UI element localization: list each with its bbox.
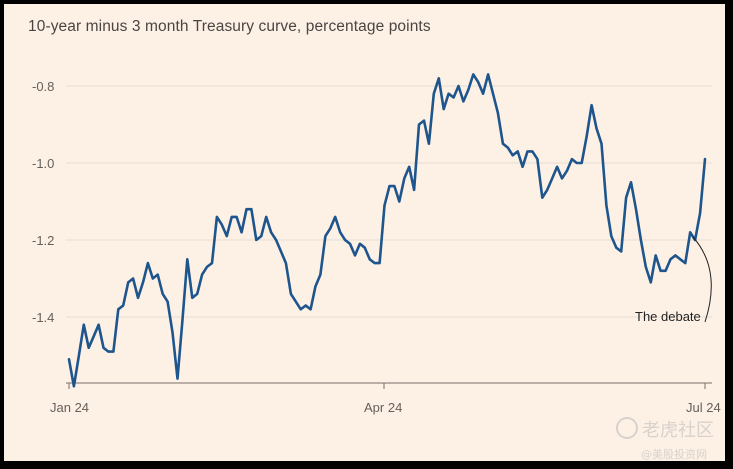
x-tick-label: Apr 24 — [364, 400, 402, 415]
x-tick-label: Jan 24 — [50, 400, 89, 415]
x-axis: Jan 24 Apr 24 Jul 24 — [50, 382, 721, 415]
y-tick-label: -1.4 — [32, 310, 54, 325]
chart-title: 10-year minus 3 month Treasury curve, pe… — [28, 18, 431, 35]
x-tick-label: Jul 24 — [686, 400, 721, 415]
watermark-logo: 老虎社区 — [616, 416, 714, 442]
annotation-arrow — [692, 236, 712, 323]
grid-lines — [66, 85, 712, 318]
annotation-label: The debate — [635, 309, 701, 324]
y-tick-label: -0.8 — [32, 79, 54, 94]
chart-frame: 10-year minus 3 month Treasury curve, pe… — [4, 4, 725, 461]
watermark-brand: 老虎社区 — [642, 420, 714, 441]
watermark-handle: @美股投资网 — [641, 448, 707, 461]
y-tick-label: -1.2 — [32, 233, 54, 248]
y-axis-ticks: -0.8 -1.0 -1.2 -1.4 — [32, 79, 54, 325]
series-line — [67, 73, 707, 388]
watermark-icon — [616, 417, 638, 439]
y-tick-label: -1.0 — [32, 156, 54, 171]
